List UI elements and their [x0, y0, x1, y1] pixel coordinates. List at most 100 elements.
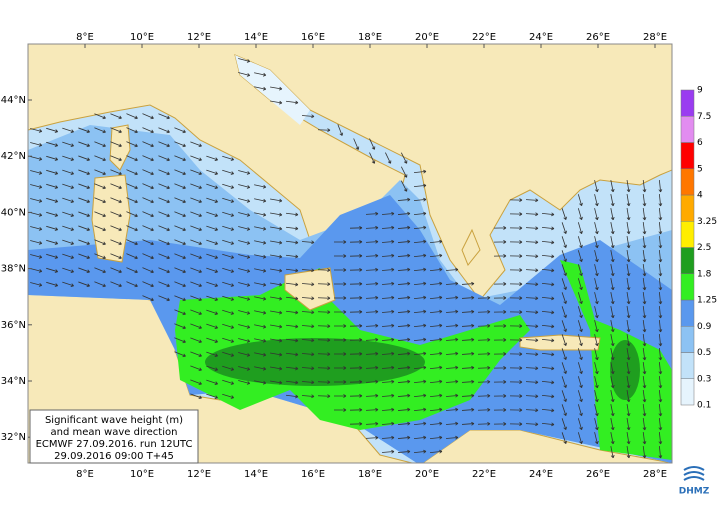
- arrow: [626, 222, 631, 235]
- arrow: [78, 155, 90, 162]
- arrow: [642, 375, 647, 389]
- arrow: [493, 422, 507, 426]
- colorbar-segment: [680, 299, 695, 327]
- arrow: [429, 295, 443, 300]
- arrow: [142, 295, 154, 302]
- arrow: [561, 404, 567, 416]
- arrow: [349, 225, 363, 230]
- arrow: [509, 394, 523, 398]
- arrow: [238, 170, 251, 175]
- arrow: [561, 348, 567, 360]
- arrow: [413, 449, 427, 454]
- arrow: [174, 225, 186, 232]
- arrow: [206, 365, 218, 371]
- arrow: [270, 86, 283, 91]
- arrow: [445, 435, 459, 440]
- arrow: [461, 379, 475, 384]
- arrow: [190, 239, 202, 246]
- lat-label: 32°N: [1, 432, 26, 443]
- arrow: [397, 281, 411, 286]
- arrow: [525, 408, 539, 413]
- arrow: [561, 250, 567, 262]
- arrow: [413, 365, 427, 370]
- arrow: [46, 225, 59, 231]
- colorbar-segment: [680, 89, 695, 117]
- arrow: [525, 268, 539, 273]
- arrow: [369, 152, 376, 164]
- arrow: [333, 338, 347, 342]
- arrow: [30, 282, 43, 287]
- arrow: [561, 236, 567, 248]
- arrow: [222, 253, 235, 259]
- arrow: [397, 421, 411, 426]
- arrow: [46, 281, 59, 287]
- arrow: [270, 366, 283, 371]
- arrow: [381, 267, 395, 272]
- arrow: [477, 323, 491, 328]
- arrow: [658, 431, 663, 445]
- arrow: [509, 254, 523, 258]
- arrow: [626, 432, 631, 445]
- arrow: [254, 86, 267, 91]
- arrow: [174, 169, 186, 176]
- arrow: [381, 323, 395, 328]
- arrow: [254, 310, 267, 315]
- colorbar-segment: [680, 326, 695, 353]
- arrow: [142, 211, 154, 218]
- arrow: [429, 421, 443, 426]
- arrow: [174, 211, 186, 218]
- arrow: [365, 267, 379, 272]
- arrow: [642, 403, 647, 417]
- arrow: [126, 113, 138, 120]
- arrow: [126, 281, 138, 288]
- arrow: [158, 113, 170, 120]
- colorbar-segment: [680, 168, 695, 196]
- arrow: [429, 449, 443, 454]
- arrow: [642, 445, 647, 459]
- arrow: [365, 281, 379, 286]
- arrow: [301, 114, 315, 119]
- arrow: [509, 324, 523, 328]
- arrow: [626, 348, 631, 361]
- arrow: [577, 404, 583, 417]
- arrow: [642, 207, 647, 221]
- arrow: [365, 225, 379, 230]
- arrow: [610, 208, 615, 221]
- arrow: [397, 197, 411, 202]
- arrow: [626, 376, 631, 389]
- arrow: [610, 418, 615, 431]
- arrow: [577, 264, 583, 277]
- arrow: [658, 445, 663, 459]
- arrow: [206, 281, 218, 287]
- arrow: [381, 421, 395, 426]
- arrow: [461, 365, 475, 370]
- wave-zone-peak: [205, 338, 425, 386]
- arrow: [254, 380, 267, 385]
- lat-label: 34°N: [1, 376, 26, 387]
- arrow: [493, 338, 507, 342]
- colorbar-segment: [680, 273, 695, 301]
- arrow: [174, 295, 186, 302]
- calm-sea: [235, 55, 310, 125]
- arrow: [158, 155, 170, 162]
- arrow: [30, 170, 43, 175]
- arrow: [642, 277, 647, 291]
- arrow: [397, 309, 411, 314]
- arrow: [254, 324, 267, 329]
- arrow: [381, 449, 395, 454]
- colorbar-segment: [680, 142, 695, 169]
- arrow: [206, 351, 218, 357]
- arrow: [30, 128, 43, 133]
- arrow: [493, 310, 507, 314]
- arrow: [174, 127, 186, 134]
- arrow: [206, 239, 218, 245]
- arrow: [206, 379, 218, 385]
- arrow: [110, 267, 122, 274]
- arrow: [254, 72, 267, 77]
- arrow: [658, 347, 663, 361]
- arrow: [397, 253, 411, 258]
- arrow: [270, 296, 283, 301]
- arrow: [337, 124, 344, 136]
- arrow: [349, 337, 363, 342]
- arrow: [254, 268, 267, 273]
